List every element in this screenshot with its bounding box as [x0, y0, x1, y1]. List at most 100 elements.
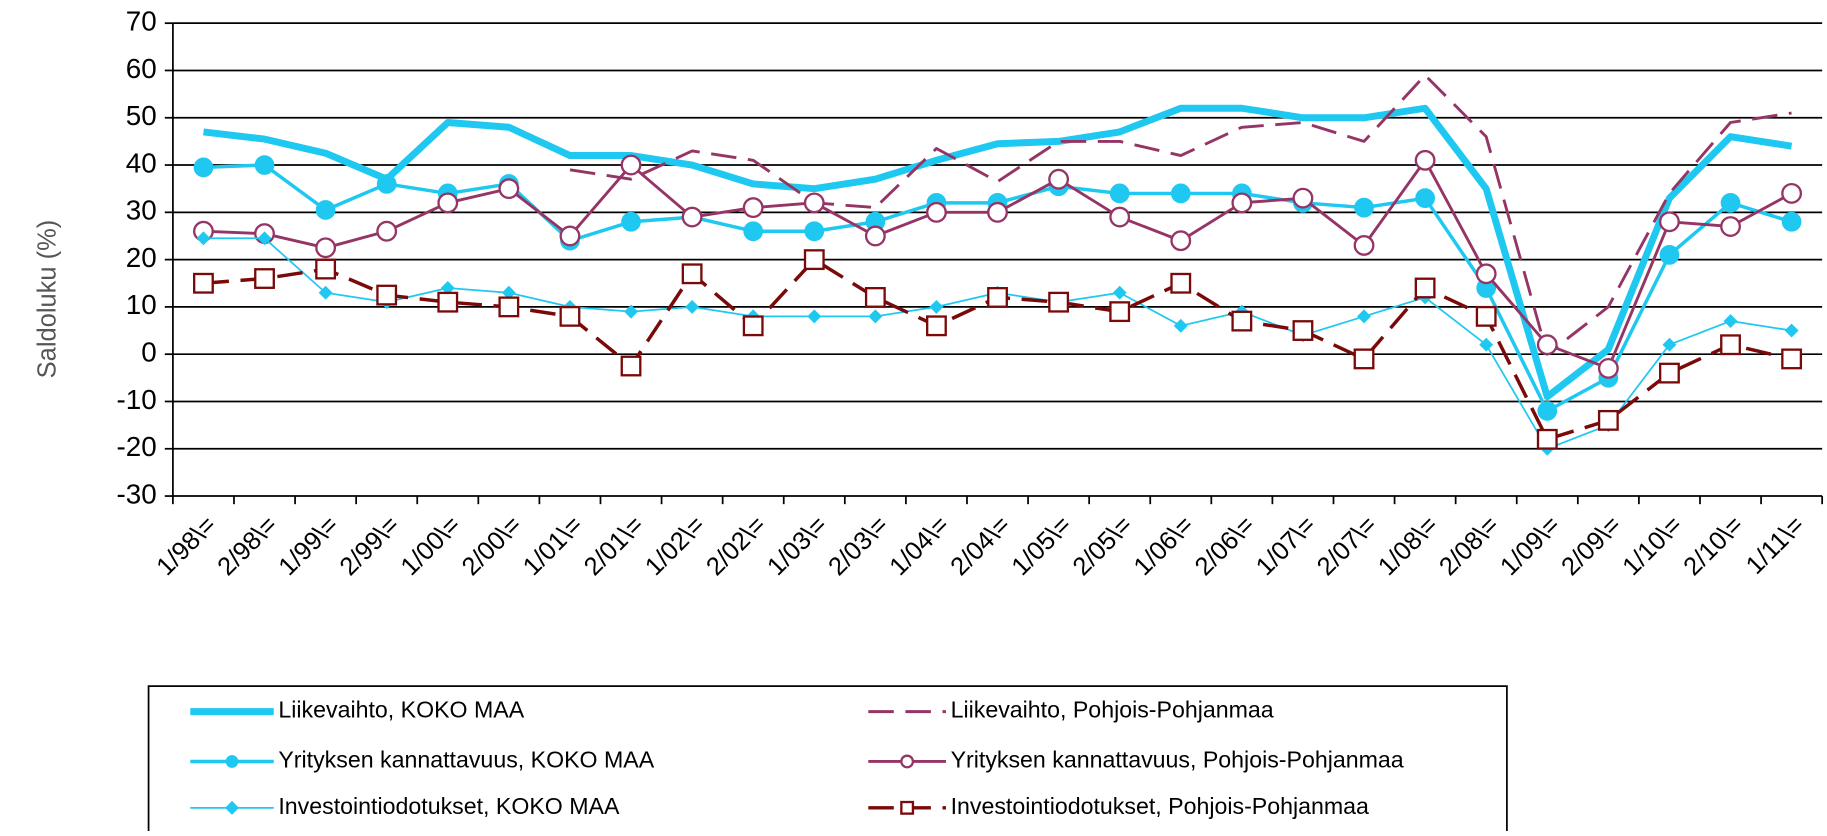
point-marker	[1597, 409, 1619, 431]
point-marker	[254, 155, 275, 175]
legend-marker	[900, 754, 915, 769]
x-tick-label: 2/08\=	[1434, 511, 1504, 581]
y-tick-label: 50	[126, 100, 157, 131]
point-marker	[987, 201, 1008, 223]
x-tick-label: 1/99\=	[273, 511, 343, 581]
x-tick-label: 2/98\=	[212, 511, 282, 581]
point-marker	[1354, 197, 1374, 218]
x-tick-label: 2/06\=	[1190, 511, 1260, 581]
point-marker	[1231, 192, 1253, 214]
legend-marker	[225, 755, 239, 768]
point-marker	[620, 154, 642, 176]
y-tick-label: 40	[126, 147, 157, 178]
point-marker	[1173, 318, 1188, 333]
point-marker	[803, 192, 825, 214]
point-marker	[926, 201, 947, 223]
point-marker	[257, 231, 272, 246]
point-marker	[1720, 193, 1741, 213]
point-marker	[1292, 320, 1314, 341]
point-marker	[1415, 188, 1435, 208]
point-marker	[804, 221, 825, 242]
legend-label: Investointiodotukset, Pohjois-Pohjanmaa	[951, 793, 1369, 819]
x-tick-label: 2/02\=	[701, 511, 771, 581]
series-line	[203, 104, 1793, 401]
point-marker	[926, 315, 947, 337]
point-marker	[315, 200, 336, 220]
point-marker	[1784, 323, 1799, 338]
point-marker	[1109, 206, 1131, 228]
legend-box	[147, 685, 1508, 836]
point-marker	[743, 221, 764, 242]
legend-label: Liikevaihto, KOKO MAA	[278, 697, 524, 723]
point-marker	[803, 249, 825, 271]
x-tick-label: 1/06\=	[1129, 511, 1199, 581]
point-marker	[1781, 182, 1803, 204]
point-marker	[440, 281, 455, 295]
point-marker	[1357, 309, 1371, 324]
x-tick-label: 1/98\=	[151, 511, 221, 581]
legend-marker	[225, 800, 239, 815]
x-tick-label: 1/10\=	[1617, 511, 1687, 581]
point-marker	[1659, 211, 1680, 233]
y-tick-label: -20	[116, 431, 156, 462]
legend-label: Yrityksen kannattavuus, KOKO MAA	[278, 747, 654, 773]
point-marker	[1659, 362, 1680, 384]
point-marker	[1720, 334, 1741, 356]
x-tick-label: 2/09\=	[1556, 511, 1626, 581]
point-marker	[1414, 149, 1436, 171]
point-marker	[620, 355, 642, 377]
point-marker	[1781, 211, 1802, 232]
x-tick-label: 2/10\=	[1678, 511, 1748, 581]
x-tick-label: 2/01\=	[579, 511, 649, 581]
y-tick-label: -10	[116, 384, 156, 415]
point-marker	[559, 225, 581, 247]
y-tick-label: 10	[126, 289, 157, 320]
point-marker	[1475, 305, 1497, 327]
point-marker	[1048, 291, 1070, 313]
point-marker	[868, 309, 883, 324]
point-marker	[1781, 348, 1803, 370]
point-marker	[1353, 348, 1375, 370]
x-tick-label: 1/03\=	[762, 511, 832, 581]
x-tick-label: 1/07\=	[1251, 511, 1321, 581]
y-tick-label: 60	[126, 53, 157, 84]
point-marker	[376, 174, 397, 194]
point-marker	[318, 285, 333, 300]
x-tick-label: 1/02\=	[640, 511, 710, 581]
point-marker	[929, 299, 944, 314]
point-marker	[498, 296, 520, 318]
point-marker	[742, 197, 764, 219]
point-marker	[1537, 401, 1558, 421]
point-marker	[742, 315, 764, 337]
x-tick-label: 2/99\=	[335, 511, 405, 581]
legend-label: Liikevaihto, Pohjois-Pohjanmaa	[951, 697, 1274, 723]
x-tick-label: 2/07\=	[1312, 511, 1382, 581]
point-marker	[193, 272, 214, 294]
point-marker	[1475, 263, 1497, 285]
point-marker	[376, 220, 398, 242]
x-tick-label: 2/04\=	[945, 511, 1015, 581]
point-marker	[376, 284, 398, 306]
point-marker	[681, 206, 703, 228]
y-tick-label: -30	[116, 478, 156, 509]
point-marker	[987, 287, 1008, 308]
point-marker	[681, 263, 703, 285]
point-marker	[864, 225, 886, 247]
y-tick-label: 20	[126, 242, 157, 273]
point-marker	[315, 258, 337, 280]
point-marker	[498, 178, 520, 200]
point-marker	[1720, 216, 1741, 237]
x-tick-label: 1/01\=	[518, 511, 588, 581]
point-marker	[864, 287, 886, 308]
legend-label: Yrityksen kannattavuus, Pohjois-Pohjanma…	[951, 747, 1404, 773]
legend-marker	[900, 800, 915, 815]
point-marker	[1109, 183, 1130, 204]
x-tick-label: 1/05\=	[1006, 511, 1076, 581]
point-marker	[1170, 183, 1191, 204]
x-tick-label: 1/04\=	[884, 511, 954, 581]
x-tick-label: 1/11\=	[1741, 511, 1810, 580]
point-marker	[1536, 334, 1558, 356]
point-marker	[1414, 277, 1436, 299]
